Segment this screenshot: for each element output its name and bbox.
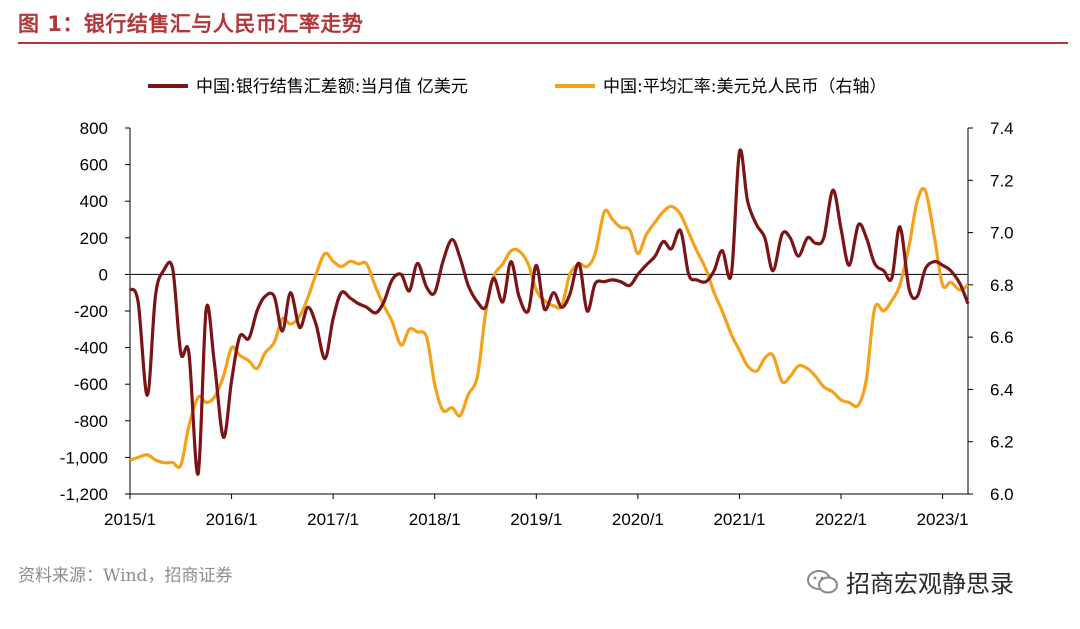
y-right-tick-label: 6.6 (990, 328, 1014, 347)
legend-label-banking: 中国:银行结售汇差额:当月值 亿美元 (196, 77, 468, 97)
watermark: 招商宏观静思录 (806, 564, 1014, 599)
source-note: 资料来源：Wind，招商证券 (18, 566, 233, 586)
y-right-tick-label: 7.2 (990, 171, 1014, 190)
chart: 中国:银行结售汇差额:当月值 亿美元 中国:平均汇率:美元兑人民币（右轴） 80… (60, 77, 1014, 529)
axes: 800 600 400 200 0 -200 -400 -600 -800 -1,000 -1,20… (60, 119, 1014, 529)
y-left-tick-label: 200 (80, 229, 108, 248)
y-left-tick-label: -800 (74, 412, 108, 431)
y-left-tick-label: 800 (80, 119, 108, 138)
x-tick-label: 2020/1 (612, 510, 664, 529)
y-right-tick-label: 6.8 (990, 276, 1014, 295)
x-tick-label: 2022/1 (815, 510, 867, 529)
series-line-banking (128, 148, 970, 476)
x-tick-label: 2016/1 (206, 510, 258, 529)
y-left-tick-label: 0 (99, 265, 108, 284)
y-right-tick-label: 7.4 (990, 119, 1014, 138)
y-left-tick-label: 400 (80, 192, 108, 211)
y-right-tick-label: 7.0 (990, 224, 1014, 243)
y-right-tick-label: 6.2 (990, 433, 1014, 452)
x-tick-label: 2015/1 (104, 510, 156, 529)
x-tick-label: 2023/1 (917, 510, 969, 529)
series-banking-balance (128, 148, 970, 476)
y-left-tick-label: -200 (74, 302, 108, 321)
legend-label-fx: 中国:平均汇率:美元兑人民币（右轴） (603, 77, 886, 97)
x-tick-label: 2019/1 (510, 510, 562, 529)
legend: 中国:银行结售汇差额:当月值 亿美元 中国:平均汇率:美元兑人民币（右轴） (148, 77, 886, 97)
title-rule (18, 42, 1068, 44)
wechat-icon (807, 569, 838, 593)
y-left-tick-label: -600 (74, 375, 108, 394)
x-tick-label: 2021/1 (713, 510, 765, 529)
y-left-tick-label: -1,000 (60, 448, 108, 467)
y-left-tick-label: 600 (80, 156, 108, 175)
figure-title: 图 1：银行结售汇与人民币汇率走势 (18, 12, 364, 36)
watermark-text: 招商宏观静思录 (846, 570, 1014, 598)
x-tick-label: 2018/1 (409, 510, 461, 529)
x-tick-label: 2017/1 (307, 510, 359, 529)
y-left-tick-label: -1,200 (60, 485, 108, 504)
y-left-tick-label: -400 (74, 339, 108, 358)
y-right-tick-label: 6.0 (990, 485, 1014, 504)
y-right-tick-label: 6.4 (990, 380, 1014, 399)
